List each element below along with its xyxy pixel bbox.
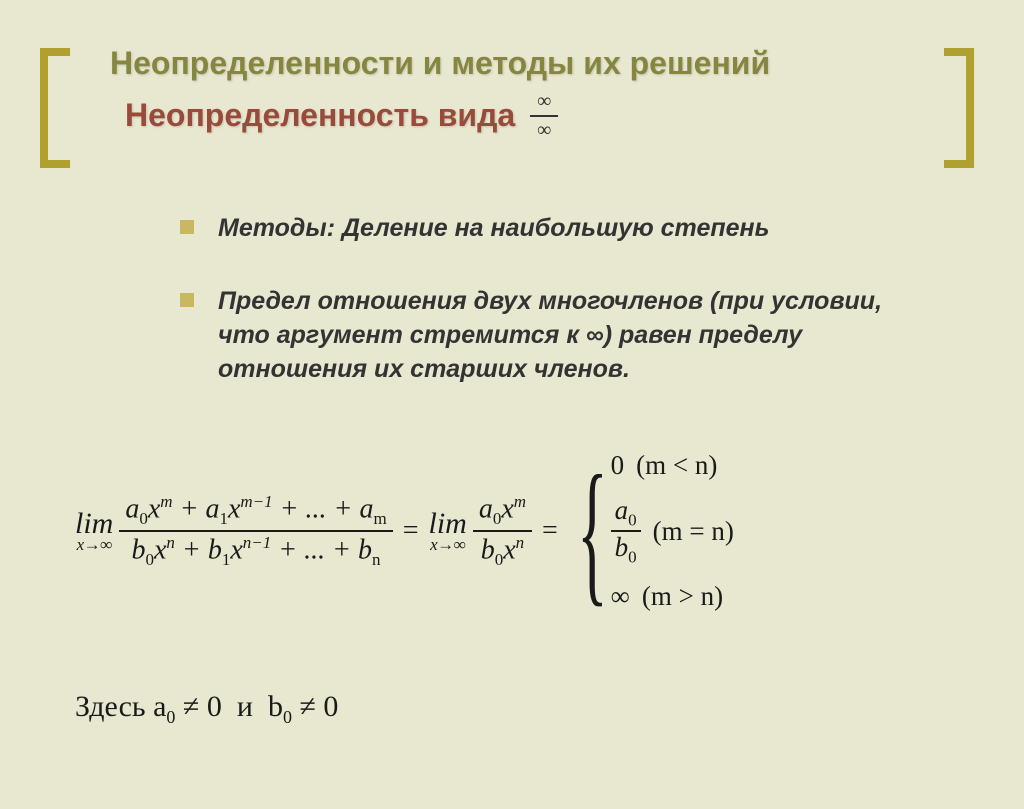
lim-1: lim x→∞ [75, 507, 113, 555]
footer-note: Здесь a0 ≠ 0 и b0 ≠ 0 [75, 690, 338, 728]
title-region: Неопределенности и методы их решений Нео… [60, 40, 964, 142]
case3-val: ∞ [611, 581, 630, 612]
den-2: b0xn [475, 532, 530, 571]
content-region: Методы: Деление на наибольшую степень Пр… [60, 142, 964, 387]
equals-1: = [403, 515, 419, 547]
num-1: a0xm + a1xm−1 + ... + am [119, 491, 392, 530]
rule-text: Предел отношения двух многочленов (при у… [218, 285, 934, 386]
fraction-2: a0xm b0xn [473, 491, 532, 570]
case2-cond: (m = n) [653, 516, 734, 547]
case-1: 0 (m < n) [611, 450, 734, 481]
case-3: ∞ (m > n) [611, 581, 734, 612]
bracket-left-vert [40, 48, 48, 168]
brace-icon: { [577, 467, 608, 595]
subtitle-row: Неопределенность вида ∞ ∞ [125, 90, 964, 142]
main-title: Неопределенности и методы их решений [110, 45, 964, 82]
methods-text: Методы: Деление на наибольшую степень [218, 212, 769, 246]
bullet-square-icon [180, 293, 194, 307]
case2-num: a0 [611, 495, 641, 530]
case2-den: b0 [611, 532, 641, 567]
case1-val: 0 [611, 450, 625, 481]
bracket-right-vert [966, 48, 974, 168]
case2-frac: a0 b0 [611, 495, 641, 567]
lim-sub: x→∞ [77, 535, 112, 555]
methods-label: Методы: [218, 214, 335, 242]
fraction-1: a0xm + a1xm−1 + ... + am b0xn + b1xn−1 +… [119, 491, 392, 570]
case1-cond: (m < n) [636, 450, 717, 481]
bullet-square-icon [180, 220, 194, 234]
bullet-methods: Методы: Деление на наибольшую степень [180, 212, 934, 246]
equals-2: = [542, 515, 558, 547]
cases: 0 (m < n) a0 b0 (m = n) ∞ (m > n) [611, 450, 734, 612]
den-1: b0xn + b1xn−1 + ... + bn [125, 532, 386, 571]
lim-sub-2: x→∞ [430, 535, 465, 555]
slide: Неопределенности и методы их решений Нео… [0, 0, 1024, 467]
subtitle: Неопределенность вида [125, 97, 515, 134]
fraction-bar [530, 115, 558, 117]
case-2: a0 b0 (m = n) [611, 495, 734, 567]
num-2: a0xm [473, 491, 532, 530]
inf-numerator: ∞ [537, 90, 551, 113]
inf-denominator: ∞ [537, 119, 551, 142]
main-formula: lim x→∞ a0xm + a1xm−1 + ... + am b0xn + … [75, 450, 734, 612]
lim-2: lim x→∞ [428, 507, 466, 555]
infinity-fraction: ∞ ∞ [530, 90, 558, 142]
methods-body: Деление на наибольшую степень [335, 214, 769, 242]
cases-block: { 0 (m < n) a0 b0 (m = n) ∞ (m > n) [574, 450, 734, 612]
bullet-rule: Предел отношения двух многочленов (при у… [180, 285, 934, 386]
case3-cond: (m > n) [642, 581, 723, 612]
